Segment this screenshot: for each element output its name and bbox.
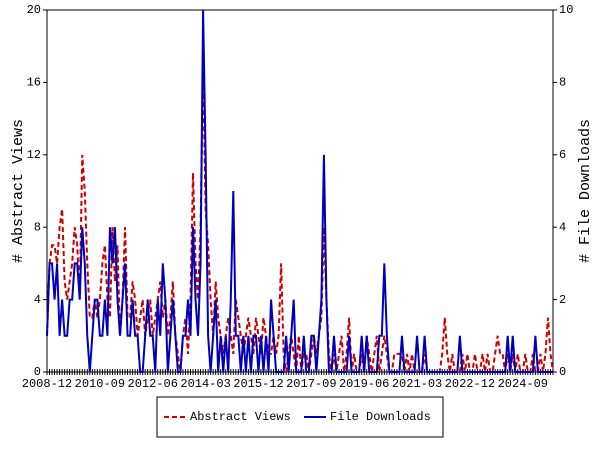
y2-tick-label: 2	[559, 293, 566, 307]
x-tick-label: 2015-12	[233, 377, 283, 391]
x-tick-label: 2017-09	[286, 377, 336, 391]
x-tick-label: 2021-03	[392, 377, 442, 391]
x-tick-label: 2022-12	[445, 377, 495, 391]
y2-tick-label: 4	[559, 220, 566, 234]
y-tick-label: 8	[34, 220, 41, 234]
x-tick-label: 2014-03	[180, 377, 230, 391]
y2-tick-label: 10	[559, 3, 573, 17]
y-axis-title: # Abstract Views	[10, 119, 27, 263]
y-tick-label: 16	[27, 76, 41, 90]
y-tick-label: 20	[27, 3, 41, 17]
x-tick-label: 2019-06	[339, 377, 389, 391]
plot-frame	[46, 9, 554, 373]
x-tick-label: 2010-09	[75, 377, 125, 391]
x-tick-label: 2012-06	[128, 377, 178, 391]
y-tick-label: 0	[34, 365, 41, 379]
y2-tick-label: 6	[559, 148, 566, 162]
y-tick-label: 4	[34, 293, 41, 307]
y2-axis-title: # File Downloads	[577, 119, 594, 263]
x-tick-label: 2024-09	[498, 377, 548, 391]
y-tick-label: 12	[27, 148, 41, 162]
legend-label: File Downloads	[330, 410, 431, 424]
y2-tick-label: 0	[559, 365, 566, 379]
x-tick-label: 2008-12	[22, 377, 72, 391]
legend-label: Abstract Views	[190, 410, 291, 424]
series-line	[46, 64, 554, 373]
series-line	[46, 9, 553, 373]
legend-box	[156, 396, 444, 438]
y2-tick-label: 8	[559, 76, 566, 90]
